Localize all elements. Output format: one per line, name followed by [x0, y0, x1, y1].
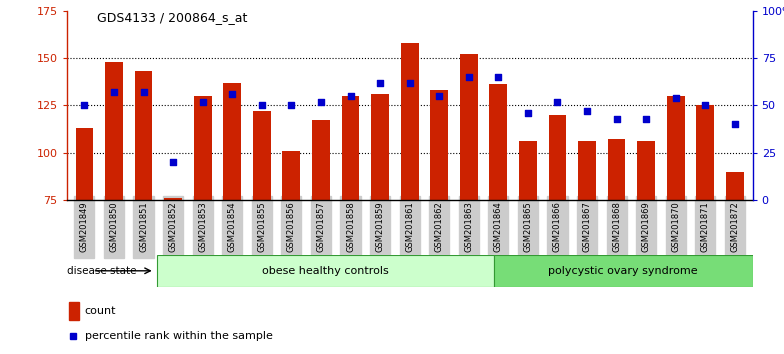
Point — [314, 99, 327, 104]
Bar — [253, 111, 270, 200]
Bar — [637, 141, 655, 200]
Text: disease state: disease state — [67, 266, 136, 276]
Bar — [135, 71, 152, 200]
Bar — [460, 54, 477, 200]
Point — [196, 99, 209, 104]
Text: GDS4133 / 200864_s_at: GDS4133 / 200864_s_at — [97, 11, 248, 24]
Bar — [158, 255, 494, 287]
Bar — [194, 96, 212, 200]
Point — [256, 103, 268, 108]
Bar — [371, 94, 389, 200]
Text: obese healthy controls: obese healthy controls — [262, 266, 389, 276]
Bar — [608, 139, 626, 200]
Point — [640, 116, 652, 121]
Point — [433, 93, 445, 99]
Bar — [282, 151, 300, 200]
Point — [611, 116, 623, 121]
Point — [374, 80, 387, 85]
Bar — [578, 141, 596, 200]
Bar — [69, 302, 79, 320]
Point — [107, 89, 120, 95]
Bar — [105, 62, 123, 200]
Point — [551, 99, 564, 104]
Bar — [75, 128, 93, 200]
Bar — [223, 82, 241, 200]
Bar — [494, 255, 753, 287]
Bar — [164, 198, 182, 200]
Bar — [489, 85, 507, 200]
Point — [699, 103, 712, 108]
Bar — [430, 90, 448, 200]
Point — [226, 91, 238, 97]
Bar — [549, 115, 566, 200]
Point — [167, 159, 180, 165]
Point — [492, 74, 505, 80]
Bar — [667, 96, 684, 200]
Bar — [312, 120, 330, 200]
Bar — [696, 105, 714, 200]
Point — [78, 103, 91, 108]
Bar — [342, 96, 359, 200]
Point — [581, 108, 593, 114]
Point — [285, 103, 298, 108]
Point — [344, 93, 357, 99]
Bar — [401, 43, 419, 200]
Point — [521, 110, 534, 116]
Point — [137, 89, 150, 95]
Point — [670, 95, 682, 101]
Text: count: count — [85, 306, 116, 316]
Point — [463, 74, 475, 80]
Point — [403, 80, 416, 85]
Bar — [726, 172, 744, 200]
Point — [728, 121, 741, 127]
Bar — [519, 141, 537, 200]
Text: percentile rank within the sample: percentile rank within the sample — [85, 331, 272, 341]
Text: polycystic ovary syndrome: polycystic ovary syndrome — [548, 266, 698, 276]
